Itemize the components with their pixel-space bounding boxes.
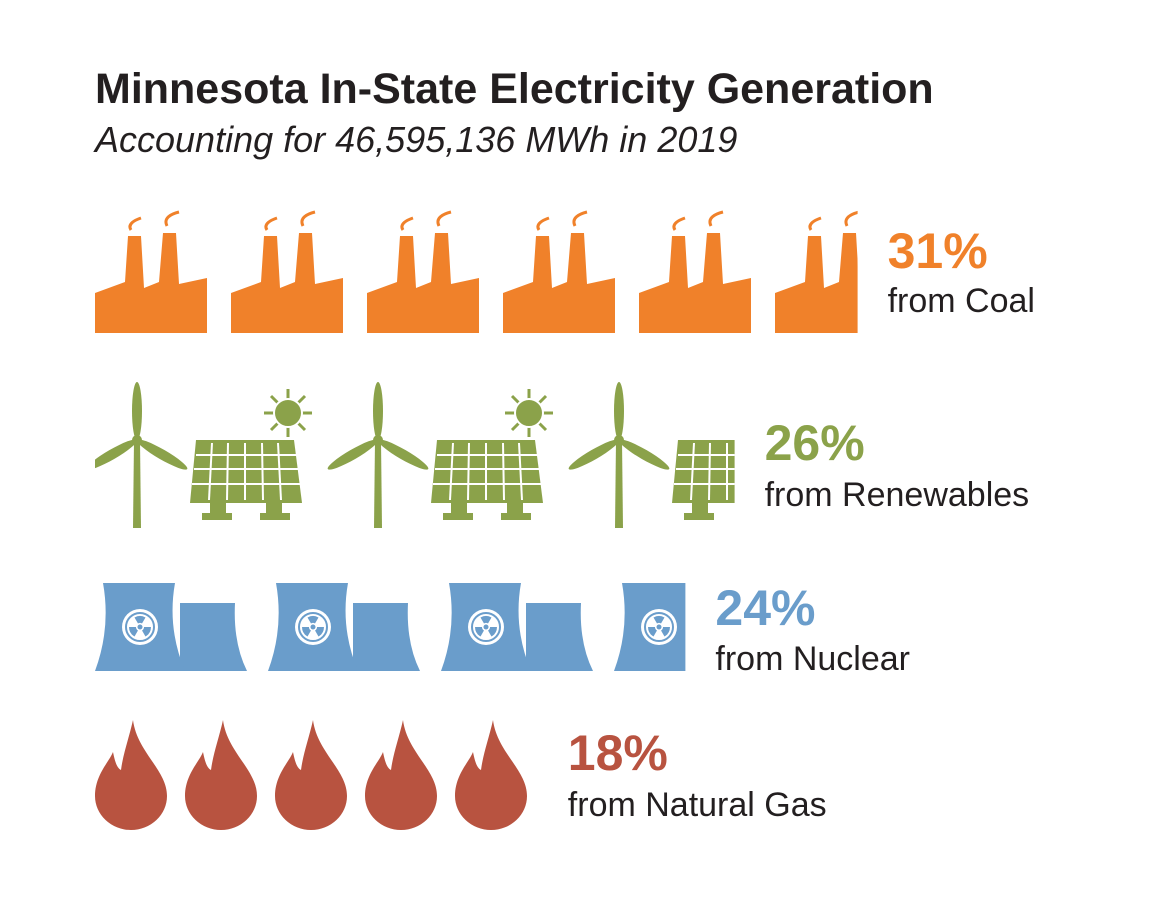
icon [365, 210, 481, 335]
icon [440, 582, 594, 672]
icon [365, 720, 437, 830]
value-label: 31% [888, 223, 988, 279]
category-label: from Renewables [765, 476, 1030, 514]
icon [95, 720, 167, 830]
icon [229, 210, 345, 335]
category-label: from Coal [888, 282, 1035, 320]
icon [455, 720, 527, 830]
icon [267, 582, 421, 672]
icon [185, 720, 257, 830]
icon [188, 387, 314, 522]
value-label: 18% [568, 725, 668, 781]
icon-row [95, 382, 735, 528]
icon-row [95, 210, 858, 335]
icon [429, 387, 555, 522]
icon [95, 382, 190, 528]
chart-title: Minnesota In-State Electricity Generatio… [95, 65, 934, 113]
icon [95, 582, 248, 672]
chart-subtitle: Accounting for 46,595,136 MWh in 2019 [93, 119, 737, 160]
icon-row [95, 720, 527, 830]
category-label: from Natural Gas [568, 786, 827, 824]
icon-row [95, 582, 686, 672]
category-label: from Nuclear [715, 640, 910, 678]
icon [773, 210, 858, 335]
icon [566, 382, 672, 528]
icon [275, 720, 347, 830]
icon [637, 210, 753, 335]
icon [501, 210, 617, 335]
icon [95, 210, 209, 335]
icon [325, 382, 431, 528]
value-label: 26% [765, 415, 865, 471]
value-label: 24% [715, 580, 815, 636]
